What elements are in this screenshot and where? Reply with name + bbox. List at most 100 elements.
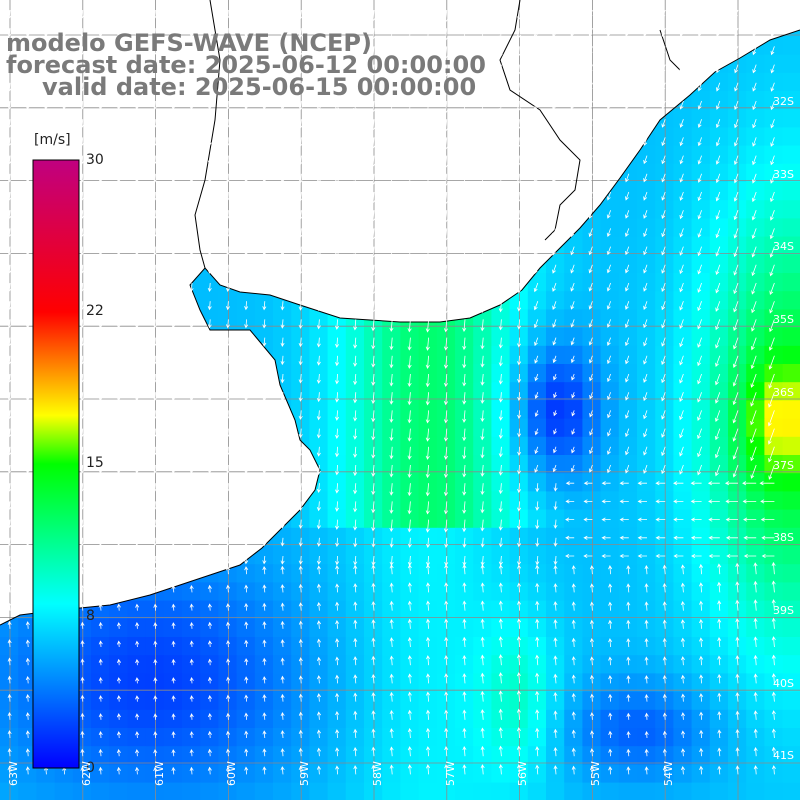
arrow-icon [606, 246, 611, 256]
arrow-icon [425, 64, 430, 78]
arrow-icon [389, 119, 394, 132]
arrow-icon [498, 119, 503, 131]
arrow-icon [80, 264, 85, 274]
arrow-icon [770, 119, 775, 129]
field-cell [691, 618, 711, 638]
arrow-icon [207, 155, 212, 165]
arrow-icon [335, 483, 340, 494]
field-cell [637, 746, 656, 765]
arrow-icon [134, 155, 139, 165]
arrow-icon [480, 282, 485, 295]
field-cell [673, 345, 693, 365]
field-cell [527, 436, 547, 456]
arrow-icon [724, 481, 738, 486]
arrow-icon [135, 640, 140, 648]
field-cell [655, 182, 674, 201]
arrow-icon [679, 173, 684, 183]
arrow-icon [571, 373, 575, 381]
arrow-icon [371, 264, 376, 277]
arrow-icon [207, 246, 212, 256]
arrow-icon [608, 583, 613, 593]
field-cell [491, 436, 511, 456]
field-cell [345, 582, 365, 602]
field-cell [582, 546, 602, 565]
arrow-icon [644, 712, 649, 720]
arrow-icon [171, 658, 176, 666]
arrow-icon [606, 301, 611, 310]
arrow-icon [7, 464, 12, 474]
field-cell [254, 546, 274, 565]
arrow-icon [80, 658, 85, 666]
arrow-icon [280, 137, 285, 147]
arrow-icon [153, 155, 158, 165]
arrow-icon [770, 137, 775, 147]
arrow-icon [153, 319, 158, 329]
field-cell [345, 637, 365, 656]
field-cell [91, 709, 110, 729]
arrow-icon [98, 676, 103, 684]
arrow-icon [743, 517, 757, 522]
field-cell [418, 436, 438, 456]
field-cell [291, 564, 310, 583]
arrow-icon [661, 82, 666, 92]
field-cell [509, 382, 529, 401]
arrow-icon [244, 748, 249, 757]
arrow-icon [280, 602, 285, 611]
arrow-icon [189, 173, 194, 183]
field-cell [564, 273, 583, 292]
field-cell [291, 582, 310, 602]
arrow-icon [335, 337, 340, 349]
field-cell [728, 455, 747, 474]
arrow-icon [588, 228, 593, 238]
arrow-icon [80, 337, 85, 347]
field-cell [618, 673, 638, 693]
arrow-icon [298, 765, 303, 775]
arrow-icon [316, 693, 322, 702]
arrow-icon [171, 766, 176, 775]
field-cell [200, 655, 219, 674]
arrow-icon [625, 355, 630, 365]
arrow-icon [171, 537, 176, 547]
arrow-icon [680, 582, 685, 593]
arrow-icon [425, 410, 430, 424]
arrow-icon [588, 119, 593, 128]
arrow-icon [480, 446, 485, 459]
arrow-icon [335, 565, 340, 575]
arrow-icon [570, 173, 575, 183]
arrow-icon [588, 64, 593, 74]
field-cell [418, 582, 438, 602]
arrow-icon [679, 301, 684, 311]
field-cell [163, 673, 183, 693]
arrow-icon [98, 713, 103, 720]
arrow-icon [98, 46, 103, 56]
field-cell [782, 582, 800, 602]
arrow-icon [480, 727, 485, 739]
arrow-icon [207, 337, 212, 347]
arrow-icon [207, 373, 212, 384]
arrow-icon [280, 173, 285, 184]
arrow-icon [480, 301, 485, 314]
arrow-icon [171, 82, 176, 92]
arrow-icon [480, 519, 485, 532]
arrow-icon [498, 337, 503, 349]
field-cell [254, 782, 274, 800]
arrow-icon [25, 675, 30, 684]
field-cell [527, 291, 547, 310]
field-cell [637, 564, 656, 583]
arrow-icon [153, 555, 158, 565]
arrow-icon [244, 483, 249, 493]
field-cell [673, 546, 693, 565]
arrow-icon [25, 137, 30, 147]
arrow-icon [679, 137, 684, 147]
arrow-icon [752, 155, 757, 166]
arrow-icon [407, 582, 412, 593]
arrow-icon [207, 137, 212, 147]
field-cell [618, 400, 638, 420]
arrow-icon [189, 210, 194, 220]
arrow-icon [171, 695, 176, 702]
arrow-icon [751, 228, 757, 239]
arrow-icon [80, 748, 85, 757]
field-cell [327, 637, 347, 656]
arrow-icon [389, 582, 394, 593]
field-cell [600, 491, 620, 511]
